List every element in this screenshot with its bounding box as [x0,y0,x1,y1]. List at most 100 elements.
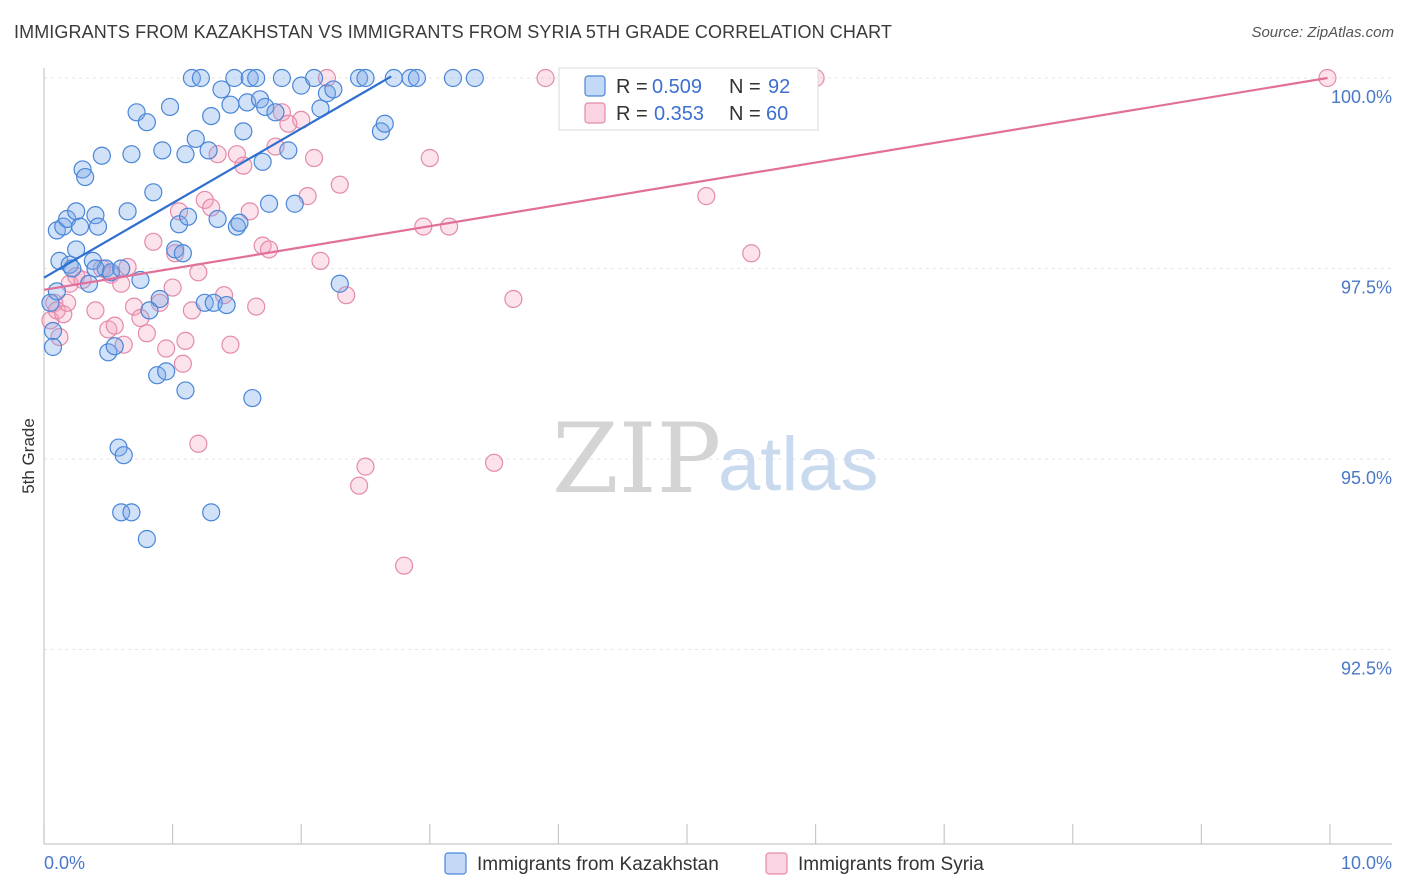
scatter-point [217,295,236,315]
legend-box [558,67,819,131]
scatter-point [173,244,192,263]
scatter-point [76,167,95,187]
scatter-point [247,68,266,88]
scatter-point [47,282,66,301]
legend-swatch-syria [584,102,606,124]
scatter-point [349,68,369,88]
scatter-point [401,68,420,88]
scatter-point [148,366,167,385]
scatter-point [41,293,60,312]
scatter-point [114,335,133,354]
scatter-point [208,145,227,164]
scatter-point [124,297,144,316]
scatter-point [221,335,240,354]
scatter-point [742,244,761,263]
correlation-legend: R = 0.509 N = 92 R = 0.353 N = 60 [558,67,819,131]
scatter-point [86,259,105,278]
scatter-point [311,251,330,270]
scatter-point [176,145,195,164]
scatter-point [304,148,324,168]
chart-title: IMMIGRANTS FROM KAZAKHSTAN VS IMMIGRANTS… [14,22,892,42]
scatter-point [225,68,244,88]
scatter-point [150,289,169,309]
scatter-point [272,103,292,122]
scatter-point [407,68,427,88]
legend-r-label-2: R = [616,103,648,125]
scatter-point [157,339,176,358]
x-tick-label-max: 10.0% [1341,853,1392,873]
trend-line-syria [43,76,1328,291]
scatter-point [92,146,111,165]
scatter-point [439,217,459,236]
scatter-point [137,113,156,132]
legend-n-value-1: 92 [768,76,790,98]
scatter-point [485,453,504,472]
legend-r-label-1: R = [616,76,648,98]
scatter-point [285,194,304,213]
scatter-point [230,213,249,232]
scatter-point [122,503,141,522]
scatter-point [259,240,279,259]
watermark-zip: ZIP [552,403,721,515]
legend-n-value-2: 60 [766,103,788,125]
scatter-point [150,293,169,312]
scatter-point [243,388,262,408]
scatter-point [202,106,221,126]
scatter-point [112,274,131,293]
legend-n-label-2: N = [729,103,761,125]
scatter-point [212,80,231,99]
scatter-point [443,68,463,88]
scatter-point [465,68,484,88]
scatter-point [279,141,298,160]
scatter-point [63,259,82,278]
trend-line-kazakhstan [43,75,392,279]
scatter-point [101,263,120,282]
scatter-point [144,183,163,202]
scatter-point [160,97,180,117]
scatter-point [240,202,259,221]
scatter-point [195,190,214,210]
scatter-point [221,95,240,114]
scatter-point [67,202,86,221]
scatter-point [191,68,210,88]
scatter-point [54,305,73,324]
legend-swatch-kazakhstan [584,75,606,97]
bottom-legend-swatch-syria [765,852,788,875]
scatter-point [256,97,275,117]
scatter-point [173,354,192,373]
series-legend: Immigrants from Kazakhstan Immigrants fr… [444,852,984,875]
scatter-point [202,198,221,217]
scatter-point [375,114,394,133]
y-tick-labels: 92.5% 95.0% 97.5% 100.0% [1331,87,1392,679]
scatter-point [137,324,156,343]
scatter-point [259,194,279,213]
scatter-point [88,217,108,236]
scatter-point [253,152,272,171]
scatter-point [234,122,253,141]
scatter-point [43,337,63,357]
scatter-point [176,381,195,400]
y-tick-label: 97.5% [1341,278,1392,298]
scatter-point [144,232,163,251]
scatter-point [166,244,185,263]
scatter-point [697,187,716,206]
scatter-point [176,331,195,350]
scatter-point [420,148,439,168]
chart-source: Source: ZipAtlas.com [1251,24,1394,41]
scatter-point [272,68,292,88]
scatter-point [189,434,208,453]
scatter-point [234,156,253,175]
scatter-point [356,457,375,476]
bottom-legend-label-syria: Immigrants from Syria [798,854,984,875]
scatter-point [337,286,356,305]
scatter-point [140,301,159,320]
scatter-point [43,321,63,341]
scatter-point [317,68,337,88]
legend-n-label-1: N = [729,76,761,98]
scatter-point [247,297,266,316]
scatter-point [118,202,137,221]
scatter-point [86,301,105,320]
scatter-point [86,206,105,225]
scatter-point [394,556,414,575]
